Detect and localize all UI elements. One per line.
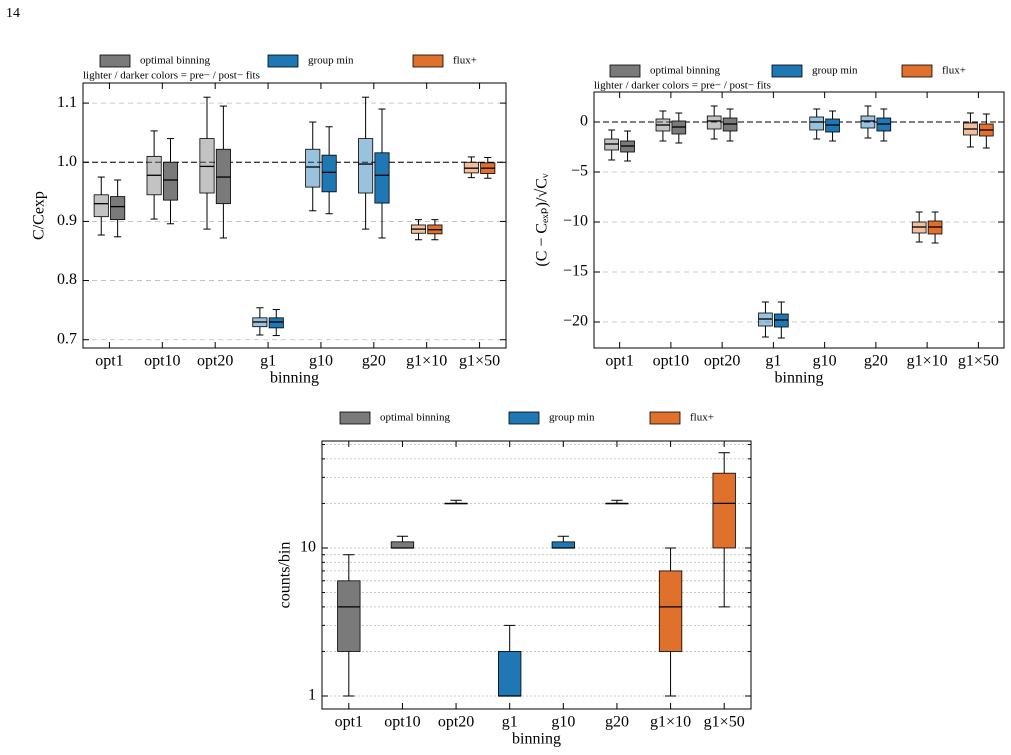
x-tick-label: g20 [605,714,629,731]
legend-swatch [267,54,299,68]
x-tick-label: g1×50 [704,714,745,731]
x-tick-label: g1 [502,714,518,731]
box [658,570,683,652]
x-tick-label: g1 [765,353,781,370]
legend-swatch [99,54,131,68]
box [498,651,522,697]
y-tick-label: 1.1 [57,94,77,111]
legend-swatch [508,411,540,425]
x-tick-label: opt10 [384,714,420,731]
box [337,580,361,652]
x-axis-label: binning [270,370,319,387]
legend-swatch [412,54,444,68]
x-tick-label: g1×10 [650,714,691,731]
y-tick-label: 0 [580,113,588,130]
x-axis-label: binning [512,731,561,748]
axes-frame [82,82,507,349]
axes-frame [593,91,1005,349]
annotation: lighter / darker colors = pre− / post− f… [83,70,260,82]
x-tick-label: g1×10 [907,353,948,370]
legend-label: optimal binning [140,55,210,67]
axes-frame [321,440,752,710]
x-tick-label: opt10 [144,353,180,370]
y-tick-label: 1.0 [57,153,77,170]
y-tick-label: 10 [300,539,316,556]
legend-label: optimal binning [650,65,720,77]
box [374,152,390,204]
y-tick-label: 0.7 [57,330,77,347]
y-tick-label: 0.9 [57,212,77,229]
x-tick-label: opt1 [95,353,123,370]
x-tick-label: opt1 [335,714,363,731]
legend-swatch [901,64,933,78]
legend-label: flux+ [453,55,477,67]
y-tick-label: −5 [571,163,588,180]
legend-swatch [771,64,803,78]
box [860,115,876,129]
box [551,541,575,549]
page-number: 14 [6,6,20,21]
legend-swatch [339,411,371,425]
box [305,148,321,188]
annotation: lighter / darker colors = pre− / post− f… [594,80,771,92]
box [162,161,179,201]
x-tick-label: opt10 [653,353,689,370]
x-tick-label: g1×10 [406,353,447,370]
x-tick-label: opt20 [197,353,233,370]
legend-label: flux+ [690,412,714,424]
y-tick-label: −20 [563,313,588,330]
y-axis-label: C/Cexp [31,191,48,240]
legend-label: optimal binning [380,412,450,424]
y-axis-label: (C − Cₑₓₚ)/√Cᵥ [534,173,551,267]
legend-label: group min [812,65,858,77]
x-tick-label: g10 [551,714,575,731]
legend-label: group min [308,55,354,67]
box [712,472,736,549]
y-tick-label: 1 [308,687,316,704]
x-tick-label: g1 [260,353,276,370]
x-axis-label: binning [775,370,824,387]
x-tick-label: opt1 [605,353,633,370]
box [268,317,284,329]
x-tick-label: opt20 [704,353,740,370]
y-tick-label: −15 [563,263,588,280]
legend-label: flux+ [942,65,966,77]
box [706,115,722,130]
y-tick-label: 0.8 [57,271,77,288]
legend-label: group min [549,412,595,424]
x-tick-label: g10 [813,353,837,370]
legend-swatch [649,411,681,425]
box [809,116,825,131]
x-tick-label: g10 [309,353,333,370]
legend-swatch [609,64,641,78]
x-tick-label: g1×50 [958,353,999,370]
y-axis-label: counts/bin [277,542,294,609]
y-tick-label: −10 [563,213,588,230]
box [390,541,415,549]
box [358,138,374,194]
box [93,194,109,218]
box [110,196,126,221]
x-tick-label: opt20 [438,714,474,731]
x-tick-label: g20 [362,353,386,370]
x-tick-label: g20 [864,353,888,370]
x-tick-label: g1×50 [459,353,500,370]
box [321,154,337,193]
